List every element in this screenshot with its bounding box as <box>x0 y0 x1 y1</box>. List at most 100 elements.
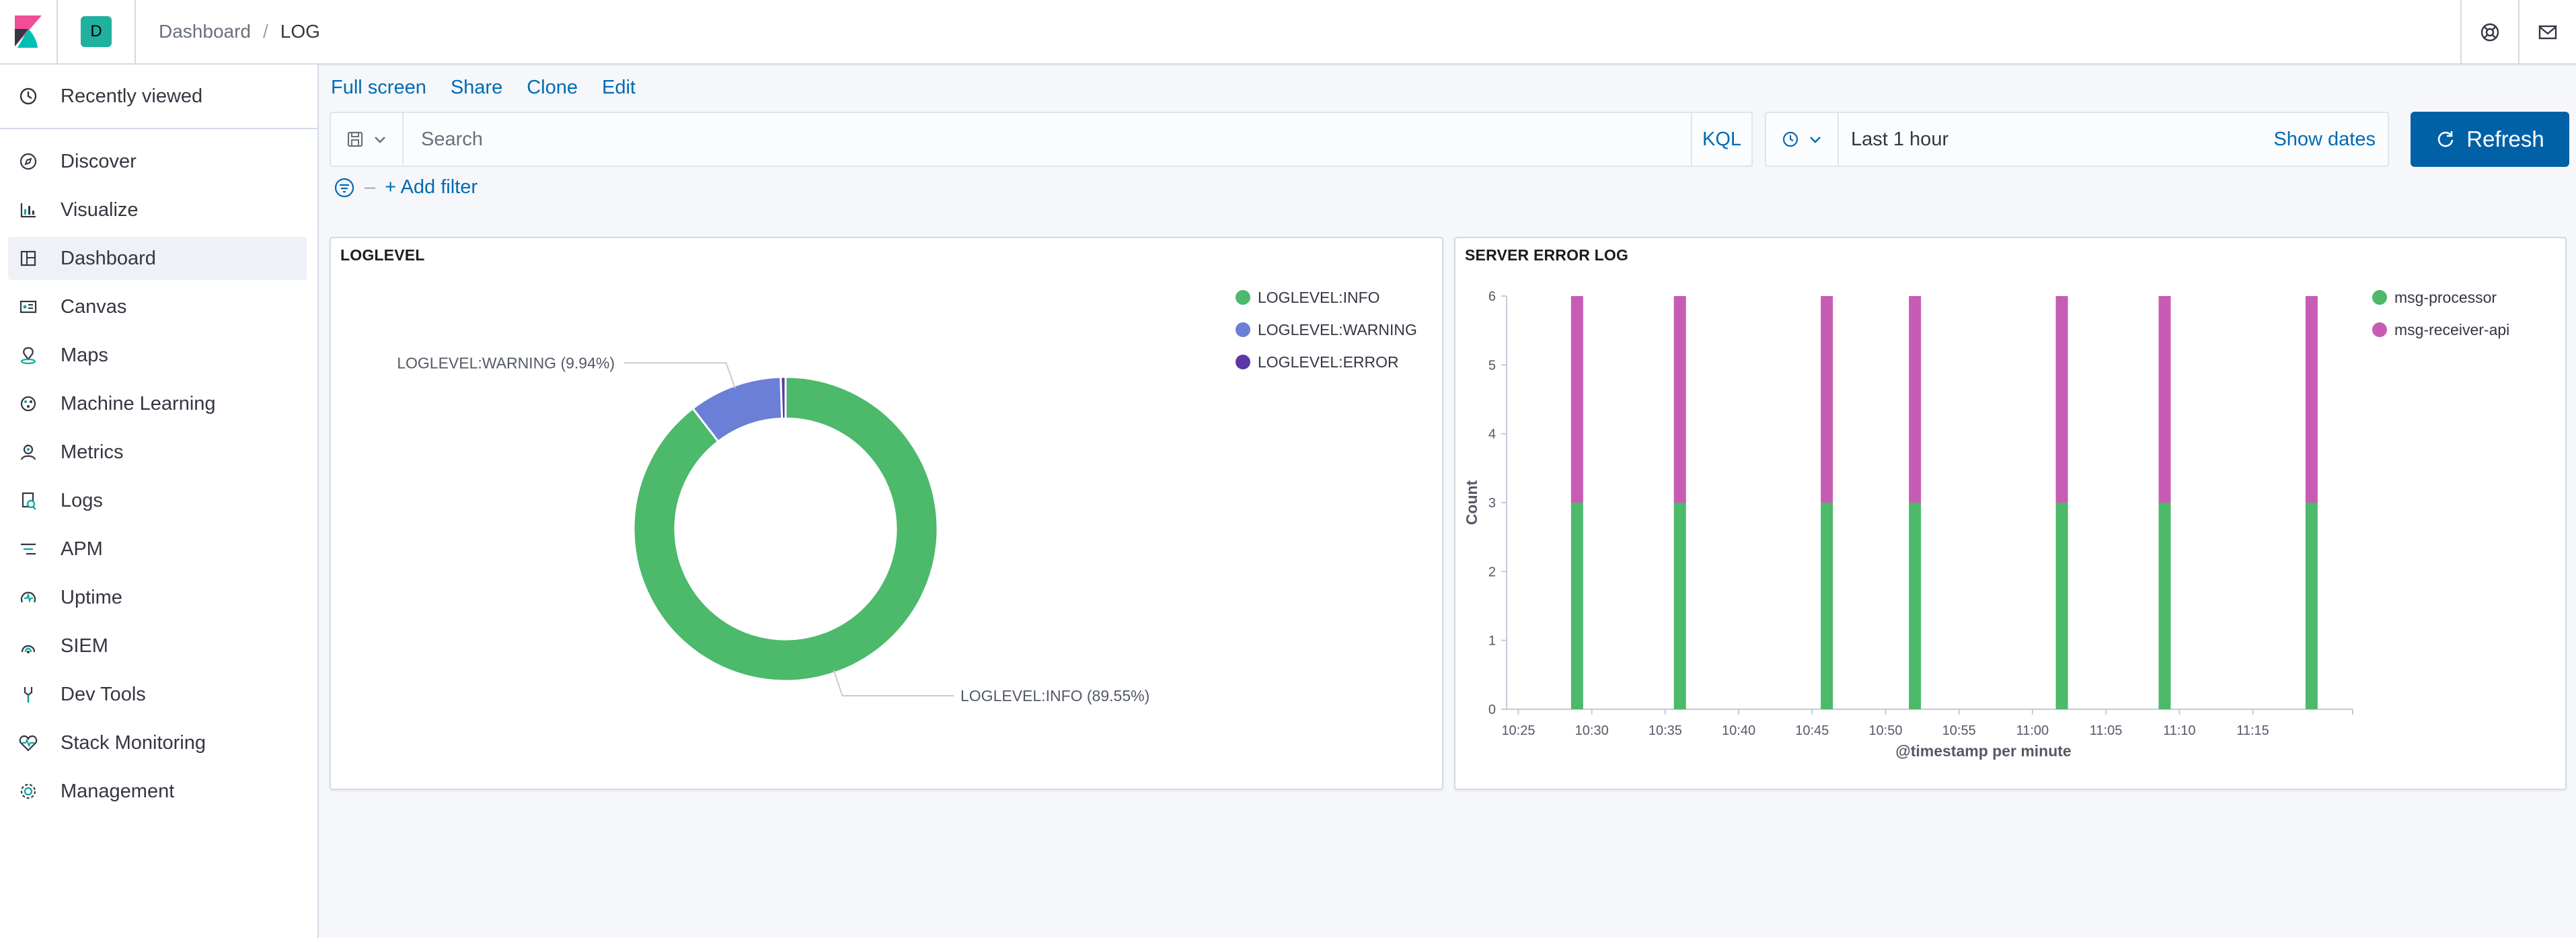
x-axis-title: @timestamp per minute <box>1895 742 2071 760</box>
y-tick-label: 5 <box>1488 358 1496 373</box>
sidebar-item-visualize[interactable]: Visualize <box>8 188 307 231</box>
breadcrumb-current: LOG <box>280 21 320 42</box>
query-language-button[interactable]: KQL <box>1691 113 1751 166</box>
callout-line <box>624 362 736 389</box>
bar-msg-processor <box>2305 503 2318 709</box>
full-screen-link[interactable]: Full screen <box>331 77 426 98</box>
bar-msg-processor <box>2055 503 2068 709</box>
callout-line <box>833 670 954 697</box>
sidebar-item-label: Canvas <box>61 295 127 318</box>
sidebar-item-stack-monitoring[interactable]: Stack Monitoring <box>8 721 307 764</box>
share-link[interactable]: Share <box>450 77 503 98</box>
help-icon <box>2480 23 2499 42</box>
pie-slice <box>780 375 787 420</box>
bar-msg-receiver-api <box>2158 296 2171 503</box>
clone-link[interactable]: Clone <box>527 77 578 98</box>
search-input[interactable] <box>404 113 1691 166</box>
panel-title: SERVER ERROR LOG <box>1465 246 1629 264</box>
y-tick-label: 0 <box>1488 702 1496 717</box>
breadcrumb-dashboard[interactable]: Dashboard <box>159 21 251 42</box>
newsfeed-button[interactable] <box>2518 0 2576 65</box>
server-error-log-panel: 0 1 2 3 4 5 6 10:25 10:30 10:35 10:40 10:45 10:50 10:… <box>1454 237 2567 790</box>
sidebar-item-label: APM <box>61 538 103 560</box>
sidebar-item-label: Logs <box>61 489 103 511</box>
x-tick-label: 10:50 <box>1868 723 1902 738</box>
main-content: Full screen Share Clone Edit KQL <box>320 65 2576 938</box>
legend-dot <box>1236 322 1250 337</box>
help-button[interactable] <box>2460 0 2518 65</box>
recently-viewed[interactable]: Recently viewed <box>0 65 317 129</box>
recently-viewed-label: Recently viewed <box>61 85 203 107</box>
bar-msg-processor <box>2158 503 2171 709</box>
clock-icon <box>1782 131 1798 147</box>
y-tick-label: 6 <box>1488 289 1496 304</box>
visualize-icon <box>16 198 40 222</box>
sidebar-item-machine-learning[interactable]: Machine Learning <box>8 382 307 425</box>
pie-slice <box>632 375 939 682</box>
machine-learning-icon <box>16 392 40 416</box>
bar-msg-processor <box>1821 503 1833 709</box>
uptime-icon <box>16 585 40 610</box>
time-range-label[interactable]: Last 1 hour <box>1851 128 1949 150</box>
time-picker: Last 1 hour Show dates <box>1765 112 2389 167</box>
sidebar-item-logs[interactable]: Logs <box>8 479 307 522</box>
pie-callout-label: LOGLEVEL:WARNING (9.94%) <box>397 354 615 371</box>
y-axis-title: Count <box>1463 480 1480 525</box>
metrics-icon <box>16 440 40 464</box>
x-tick-label: 11:15 <box>2236 723 2269 738</box>
edit-link[interactable]: Edit <box>602 77 636 98</box>
sidebar-item-dashboard[interactable]: Dashboard <box>8 237 307 280</box>
sidebar-item-management[interactable]: Management <box>8 770 307 813</box>
dev-tools-icon <box>16 682 40 707</box>
show-dates-link[interactable]: Show dates <box>2273 128 2376 150</box>
save-icon <box>347 131 363 147</box>
loglevel-chart: LOGLEVEL:INFO (89.55%) LOGLEVEL:WARNING (… <box>397 289 1417 705</box>
clock-icon <box>16 84 40 108</box>
nav-list: Discover Visualize Dashboard Canvas Maps Mach… <box>0 129 317 813</box>
saved-query-button[interactable] <box>331 113 404 166</box>
y-tick-label: 3 <box>1488 496 1496 511</box>
sidebar-item-apm[interactable]: APM <box>8 528 307 571</box>
breadcrumb: Dashboard / LOG <box>159 21 320 42</box>
sidebar-item-siem[interactable]: SIEM <box>8 624 307 668</box>
sidebar-item-label: Management <box>61 780 175 802</box>
query-bar: KQL <box>330 112 1753 167</box>
maps-icon <box>16 343 40 367</box>
add-filter-link[interactable]: + Add filter <box>385 176 478 198</box>
legend-label: msg-receiver-api <box>2394 321 2509 338</box>
breadcrumb-separator: / <box>262 21 268 42</box>
legend-dot <box>2372 322 2387 337</box>
mail-icon <box>2538 25 2557 40</box>
sidebar-item-uptime[interactable]: Uptime <box>8 576 307 619</box>
server-error-log-chart: 0 1 2 3 4 5 6 10:25 10:30 10:35 10:40 10:45 10:50 10:… <box>1463 289 2509 760</box>
legend-label: LOGLEVEL:WARNING <box>1258 321 1417 338</box>
sidebar-item-dev-tools[interactable]: Dev Tools <box>8 673 307 716</box>
sidebar-item-metrics[interactable]: Metrics <box>8 431 307 474</box>
refresh-icon <box>2437 131 2454 147</box>
kibana-logo-icon[interactable] <box>0 0 56 64</box>
refresh-button[interactable]: Refresh <box>2411 112 2569 167</box>
sidebar-item-label: SIEM <box>61 635 108 657</box>
header-divider <box>135 0 136 64</box>
x-tick-label: 10:45 <box>1795 723 1829 738</box>
dashboard-icon <box>16 246 40 270</box>
sidebar-item-canvas[interactable]: Canvas <box>8 285 307 328</box>
sidebar-item-maps[interactable]: Maps <box>8 334 307 377</box>
sidebar-item-label: Dashboard <box>61 247 156 269</box>
bar-msg-processor <box>1673 503 1686 709</box>
filter-bar: – + Add filter <box>334 176 478 199</box>
quick-select-button[interactable] <box>1766 113 1839 166</box>
bar-msg-processor <box>1909 503 1922 709</box>
sidebar-item-label: Metrics <box>61 441 124 463</box>
x-tick-label: 11:05 <box>2090 723 2123 738</box>
y-tick-label: 2 <box>1488 565 1496 579</box>
sidebar-item-discover[interactable]: Discover <box>8 140 307 183</box>
top-header: D Dashboard / LOG <box>0 0 2576 65</box>
apm-icon <box>16 537 40 561</box>
refresh-label: Refresh <box>2466 127 2544 151</box>
loglevel-panel: LOGLEVEL:INFO (89.55%) LOGLEVEL:WARNING (… <box>330 237 1443 790</box>
chevron-down-icon <box>1810 137 1821 143</box>
x-tick-label: 10:55 <box>1942 723 1976 738</box>
space-avatar[interactable]: D <box>81 16 112 47</box>
filter-icon[interactable] <box>334 177 355 199</box>
